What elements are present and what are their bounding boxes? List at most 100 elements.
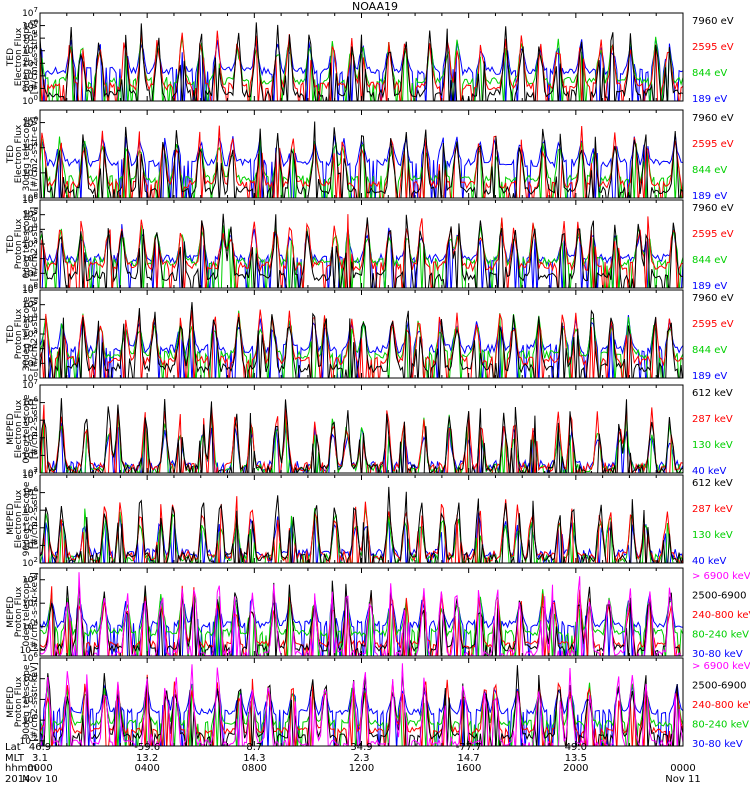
panel-traces [40, 486, 683, 563]
footer-hhmm: 1600 [456, 763, 481, 774]
y-tick-label: 104 [22, 672, 38, 685]
footer-mlt: 13.5 [565, 753, 587, 764]
y-tick-label: 106 [22, 19, 38, 32]
legend-entry: 287 keV [692, 414, 733, 425]
y-tick-label: 102 [22, 342, 38, 355]
y-tick-label: 10-2 [20, 643, 38, 656]
footer-hhmm: 0000 [27, 763, 52, 774]
y-axis-label-line: Electron Flux [14, 399, 24, 458]
legend-entry: 189 eV [692, 191, 727, 202]
y-axis-label-line: 30deg telescope [22, 296, 32, 371]
footer-lat: 49.0 [565, 742, 587, 753]
legend-entry: 612 keV [692, 388, 733, 399]
y-tick-label: 100 [22, 94, 38, 107]
y-axis-label-line: [#/cm2-s-str-eV] [30, 20, 40, 95]
y-tick-label: 102 [22, 556, 38, 569]
footer-date: Nov 10 [22, 774, 57, 785]
y-tick-label: 104 [22, 141, 38, 154]
footer-mlt: 2.3 [354, 753, 370, 764]
y-tick-label: 101 [22, 356, 38, 369]
legend-entry: 130 keV [692, 440, 733, 451]
y-tick-label: 104 [22, 44, 38, 57]
legend-entry: 240-800 keV [692, 610, 750, 621]
footer-row-label: MLT [5, 753, 25, 764]
series-2595-ev [40, 309, 683, 378]
y-tick-label: 106 [22, 486, 38, 499]
y-tick-label: 104 [22, 573, 38, 586]
legend-entry: 40 keV [692, 466, 726, 477]
y-tick-label: 106 [22, 193, 38, 206]
y-tick-label: 107 [22, 378, 38, 391]
y-axis-label-line: TED [6, 145, 16, 164]
y-axis-label-line: [#/cm2-s-str-eV] [30, 117, 40, 192]
y-axis-label-line: 90deg telescope [22, 664, 32, 739]
y-axis-label-line: Electron Flux [14, 124, 24, 183]
footer-lat: 34.9 [350, 742, 372, 753]
y-tick-label: 10-2 [20, 734, 38, 747]
legend-entry: 844 eV [692, 165, 727, 176]
legend-entry: 844 eV [692, 255, 727, 266]
y-tick-label: 103 [22, 327, 38, 340]
y-tick-label: 105 [22, 298, 38, 311]
y-axis-label-line: MEPED [6, 413, 16, 445]
y-tick-label: 104 [22, 312, 38, 325]
y-axis-label-line: 90deg telescope [22, 481, 32, 556]
y-axis-label-line: 0deg telescope [22, 209, 32, 279]
y-tick-label: 103 [22, 56, 38, 69]
y-tick-label: 107 [22, 468, 38, 481]
y-tick-label: 104 [22, 521, 38, 534]
legend-entry: 7960 eV [692, 113, 734, 124]
panel-traces [40, 572, 683, 656]
y-axis-label-line: Proton Flux [14, 586, 24, 637]
series-2595-ev [40, 30, 683, 101]
footer-row-label: hhmm [5, 763, 37, 774]
legend-entry: 189 eV [692, 94, 727, 105]
y-axis-label-line: MEPED [6, 686, 16, 718]
y-axis-label-line: 0deg telescope [22, 22, 32, 92]
y-tick-label: 102 [22, 166, 38, 179]
legend-entry: 130 keV [692, 530, 733, 541]
series-612-kev [40, 398, 683, 473]
panel-traces [40, 663, 683, 746]
legend-entry: 2595 eV [692, 229, 734, 240]
panel-traces [40, 22, 683, 101]
y-tick-label: 105 [22, 31, 38, 44]
footer-hhmm: 0800 [242, 763, 267, 774]
y-axis-label-line: [#/cm2-s-str-eV] [30, 297, 40, 372]
legend-entry: 80-240 keV [692, 630, 749, 641]
y-axis-label-line: 0deg telescope [22, 394, 32, 464]
legend-entry: 240-800 keV [692, 700, 750, 711]
legend-entry: 30-80 keV [692, 739, 743, 750]
y-tick-label: 103 [22, 448, 38, 461]
legend-entry: 2500-6900 [692, 591, 747, 602]
footer-row-label: 2014 [5, 774, 30, 785]
legend-entry: 40 keV [692, 556, 726, 567]
y-tick-label: 104 [22, 431, 38, 444]
panel-traces [40, 213, 683, 288]
y-tick-label: 106 [22, 116, 38, 129]
footer-hhmm: 2000 [563, 763, 588, 774]
y-tick-label: 102 [22, 466, 38, 479]
chart-title: NOAA19 [351, 0, 399, 13]
legend-entry: 2595 eV [692, 319, 734, 330]
series-7960-ev [40, 302, 683, 378]
y-axis-label-line: Proton Flux [14, 218, 24, 269]
y-tick-label: 100 [22, 191, 38, 204]
footer-date: Nov 11 [665, 774, 700, 785]
series-7960-ev [40, 213, 683, 288]
footer-mlt: 13.2 [136, 753, 158, 764]
legend-entry: 80-240 keV [692, 720, 749, 731]
legend-entry: > 6900 keV [692, 661, 750, 672]
y-axis-label-line: TED [6, 48, 16, 67]
